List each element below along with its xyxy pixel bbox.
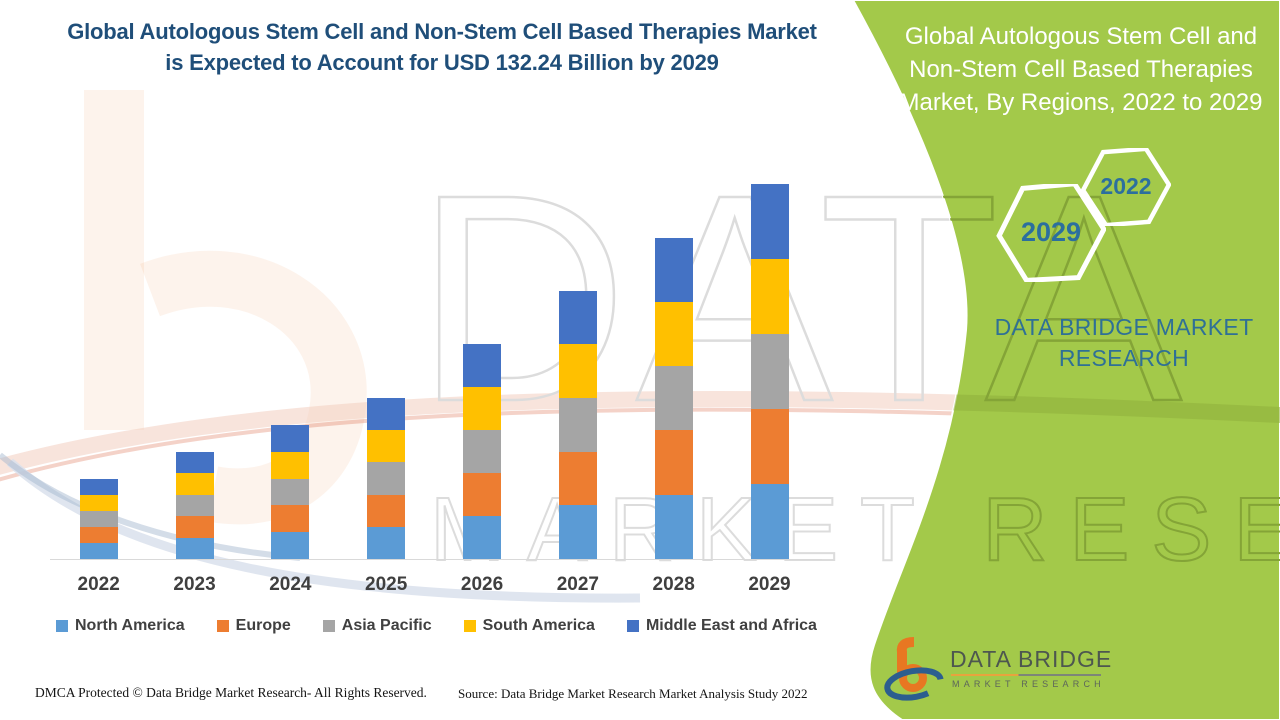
legend-label: Europe: [235, 617, 291, 634]
green-side-panel: [851, 0, 1280, 720]
legend-item-asia-pacific: Asia Pacific: [322, 617, 432, 635]
bar-segment-2026-north-america: [463, 515, 502, 559]
legend-label: Asia Pacific: [341, 617, 432, 634]
footer-dmca-text: DMCA Protected © Data Bridge Market Rese…: [35, 685, 427, 700]
page-title-line1: Global Autologous Stem Cell and Non-Stem…: [67, 19, 817, 44]
x-axis-label-2029: 2029: [748, 574, 791, 595]
bar-segment-2025-asia-pacific: [367, 462, 406, 495]
brand-wordmark: DATA BRIDGE MARKET RESEARCH: [958, 312, 1280, 374]
bar-2025: [367, 397, 406, 559]
bar-2029: [750, 183, 789, 559]
bar-2026: [463, 343, 502, 559]
bar-segment-2022-europe: [79, 526, 118, 543]
hexagon-2022-label: 2022: [1100, 172, 1152, 199]
legend-swatch: [56, 620, 68, 632]
legend-label: South America: [482, 617, 595, 634]
hexagon-2029-label: 2029: [1020, 216, 1082, 247]
hexagon-2029-icon: [996, 184, 1106, 282]
side-panel-title: Global Autologous Stem Cell and Non-Stem…: [886, 20, 1276, 119]
bar-segment-2029-europe: [750, 408, 789, 484]
legend-item-europe: Europe: [216, 617, 291, 635]
bar-segment-2025-south-america: [367, 430, 406, 463]
bar-segment-2026-middle-east-and-africa: [463, 343, 502, 387]
bar-segment-2029-north-america: [750, 483, 789, 559]
bar-2023: [175, 452, 214, 559]
brand-wordmark-line1: DATA BRIDGE MARKET: [994, 314, 1254, 340]
bar-segment-2022-asia-pacific: [79, 510, 118, 527]
company-logo: DATA BRIDGE MARKET RESEARCH: [884, 634, 1111, 704]
side-panel-title-line1: Global Autologous Stem Cell and: [904, 23, 1258, 50]
bar-segment-2023-north-america: [175, 537, 214, 559]
bar-segment-2023-middle-east-and-africa: [175, 452, 214, 474]
chart-legend: North America Europe Asia Pacific South Ame…: [56, 617, 817, 635]
brand-wordmark-line2: RESEARCH: [1058, 345, 1190, 371]
bar-segment-2024-asia-pacific: [271, 478, 310, 506]
bar-segment-2029-south-america: [750, 258, 789, 334]
hexagon-2022-icon: [1081, 148, 1171, 226]
bar-2027: [558, 290, 597, 559]
legend-swatch: [322, 620, 335, 632]
footer-source-text: Source: Data Bridge Market Research Mark…: [458, 686, 808, 701]
legend-label: Middle East and Africa: [645, 617, 817, 634]
x-axis-label-2022: 2022: [77, 574, 120, 595]
bar-segment-2025-north-america: [367, 526, 406, 559]
bar-segment-2028-south-america: [654, 301, 693, 367]
bar-segment-2024-north-america: [271, 532, 310, 559]
bar-segment-2022-south-america: [79, 494, 118, 511]
x-axis-label-2025: 2025: [365, 574, 408, 595]
page-title-line2: is Expected to Account for USD 132.24 Bi…: [165, 50, 719, 75]
bar-segment-2029-middle-east-and-africa: [750, 183, 789, 259]
bar-segment-2024-europe: [271, 505, 310, 533]
bar-segment-2027-north-america: [558, 505, 597, 559]
bar-segment-2027-europe: [558, 451, 597, 506]
bar-segment-2025-europe: [367, 494, 406, 527]
x-axis-label-2028: 2028: [652, 574, 695, 595]
legend-swatch: [626, 620, 639, 632]
legend-item-north-america: North America: [56, 617, 185, 635]
page-title: Global Autologous Stem Cell and Non-Stem…: [28, 16, 856, 78]
bar-segment-2029-asia-pacific: [750, 333, 789, 409]
bar-segment-2028-asia-pacific: [654, 366, 693, 431]
bar-segment-2024-middle-east-and-africa: [271, 424, 310, 452]
company-logo-name: DATA BRIDGE: [950, 646, 1113, 672]
bar-segment-2022-north-america: [79, 542, 118, 559]
bar-segment-2028-middle-east-and-africa: [654, 237, 693, 302]
x-axis-label-2026: 2026: [460, 574, 504, 595]
bar-segment-2026-south-america: [463, 386, 502, 430]
bar-segment-2027-middle-east-and-africa: [558, 290, 597, 345]
bar-2028: [654, 237, 693, 559]
bar-2022: [79, 478, 118, 559]
company-logo-rule: [951, 674, 1101, 676]
bar-2024: [271, 424, 310, 559]
side-panel-title-line2: Non-Stem Cell Based Therapies: [909, 56, 1253, 83]
bar-segment-2026-europe: [463, 472, 502, 516]
bar-segment-2022-middle-east-and-africa: [79, 478, 118, 495]
bar-segment-2027-asia-pacific: [558, 398, 597, 452]
x-axis-line: [50, 559, 822, 560]
legend-item-south-america: South America: [463, 617, 595, 635]
company-logo-b-icon: [884, 637, 944, 701]
bar-segment-2023-south-america: [175, 473, 214, 495]
bar-segment-2024-south-america: [271, 451, 310, 479]
legend-item-middle-east-and-africa: Middle East and Africa: [626, 617, 817, 635]
legend-label: North America: [75, 617, 185, 634]
bar-segment-2028-north-america: [654, 494, 693, 559]
legend-swatch: [463, 620, 476, 632]
bar-segment-2023-europe: [175, 516, 214, 538]
x-axis-label-2024: 2024: [269, 574, 312, 595]
bar-segment-2027-south-america: [558, 344, 597, 399]
side-panel-title-line3: Market, By Regions, 2022 to 2029: [899, 89, 1263, 116]
bar-segment-2028-europe: [654, 430, 693, 495]
bar-segment-2023-asia-pacific: [175, 494, 214, 517]
x-axis-label-2023: 2023: [173, 574, 216, 595]
stacked-bar-chart: 2022 2023 2024 2025 2026 2027 2028 2029: [50, 183, 822, 595]
bar-segment-2025-middle-east-and-africa: [367, 397, 406, 431]
x-axis-label-2027: 2027: [556, 574, 599, 595]
bar-segment-2026-asia-pacific: [463, 429, 502, 473]
company-logo-subtitle: MARKET RESEARCH: [952, 679, 1105, 689]
legend-swatch: [216, 620, 229, 632]
